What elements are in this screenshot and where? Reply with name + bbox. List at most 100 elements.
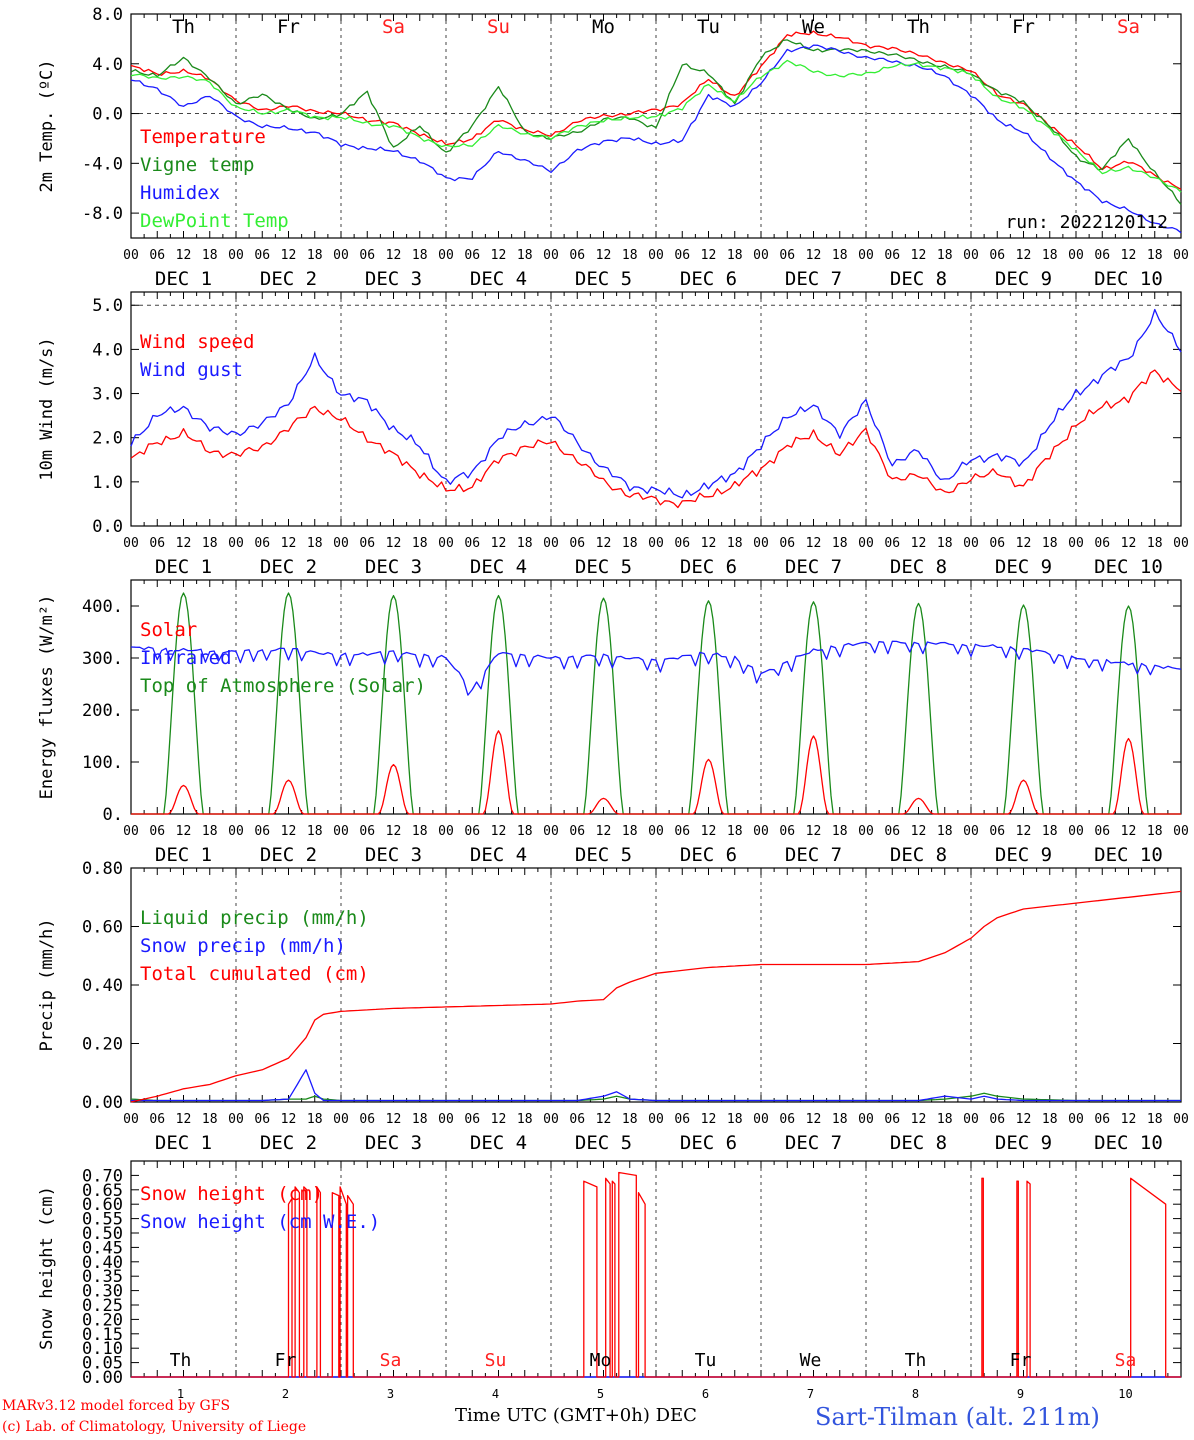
x-hour-tick-label: 12 — [281, 1112, 297, 1127]
x-hour-tick-label: 12 — [386, 248, 402, 263]
y-tick-label: 100. — [82, 753, 123, 773]
x-hour-tick-label: 18 — [832, 1112, 848, 1127]
x-hour-tick-label: 12 — [1016, 824, 1032, 839]
x-hour-tick-label: 06 — [254, 824, 270, 839]
day-name-label: Tu — [697, 16, 720, 38]
x-hour-tick-label: 12 — [491, 248, 507, 263]
x-hour-tick-label: 00 — [753, 824, 769, 839]
x-date-label: DEC 3 — [365, 556, 422, 578]
x-hour-tick-label: 00 — [543, 536, 559, 551]
x-hour-tick-label: 00 — [648, 536, 664, 551]
x-hour-tick-label: 00 — [648, 1112, 664, 1127]
x-hour-tick-label: 06 — [464, 536, 480, 551]
day-name-label: Sa — [1117, 16, 1140, 38]
y-tick-label: 0.35 — [82, 1267, 123, 1287]
x-hour-tick-label: 12 — [386, 1112, 402, 1127]
x-date-label: DEC 1 — [155, 556, 212, 578]
x-hour-tick-label: 18 — [832, 536, 848, 551]
x-hour-tick-label: 00 — [543, 1112, 559, 1127]
y-tick-label: 0.40 — [82, 976, 123, 996]
x-hour-tick-label: 18 — [622, 536, 638, 551]
series-line-red — [130, 30, 1182, 190]
x-hour-tick-label: 06 — [149, 248, 165, 263]
x-date-label: DEC 5 — [575, 268, 632, 290]
x-date-label: DEC 5 — [575, 1132, 632, 1154]
legend-entry-blue: Snow precip (mm/h) — [140, 935, 346, 957]
time-axis-label: Time UTC (GMT+0h) DEC — [455, 1405, 697, 1426]
x-date-label: DEC 4 — [470, 844, 527, 866]
x-hour-tick-label: 12 — [701, 824, 717, 839]
x-hour-tick-label: 18 — [202, 536, 218, 551]
x-hour-tick-label: 00 — [648, 248, 664, 263]
x-hour-tick-label: 12 — [1121, 248, 1137, 263]
x-hour-tick-label: 12 — [701, 536, 717, 551]
x-hour-tick-label: 00 — [753, 248, 769, 263]
y-tick-label: 1.0 — [92, 473, 123, 493]
day-number-label: 6 — [702, 1387, 709, 1401]
x-hour-tick-label: 06 — [254, 248, 270, 263]
x-hour-tick-label: 18 — [832, 824, 848, 839]
y-tick-label: 0.20 — [82, 1035, 123, 1055]
x-hour-tick-label: 18 — [517, 536, 533, 551]
x-hour-tick-label: 12 — [911, 248, 927, 263]
x-hour-tick-label: 06 — [884, 824, 900, 839]
x-hour-tick-label: 00 — [1173, 248, 1189, 263]
x-date-label: DEC 8 — [890, 268, 947, 290]
x-hour-tick-label: 06 — [569, 536, 585, 551]
x-hour-tick-label: 18 — [937, 1112, 953, 1127]
y-tick-label: 0.25 — [82, 1296, 123, 1316]
x-date-label: DEC 7 — [785, 268, 842, 290]
x-hour-tick-label: 18 — [1042, 248, 1058, 263]
x-hour-tick-label: 12 — [596, 824, 612, 839]
x-hour-tick-label: 00 — [123, 248, 139, 263]
series-line-blue — [130, 44, 1182, 234]
x-hour-tick-label: 12 — [176, 536, 192, 551]
series-line-lightgreen — [130, 59, 1182, 193]
day-name-label: Mo — [592, 16, 615, 38]
x-hour-tick-label: 00 — [858, 1112, 874, 1127]
x-hour-tick-label: 00 — [438, 824, 454, 839]
x-hour-tick-label: 00 — [333, 536, 349, 551]
legend-entry-blue: Wind gust — [140, 359, 243, 381]
x-hour-tick-label: 12 — [176, 1112, 192, 1127]
legend-entry-red: Solar — [140, 619, 197, 641]
x-hour-tick-label: 12 — [281, 536, 297, 551]
day-number-label: 2 — [282, 1387, 289, 1401]
x-hour-tick-label: 06 — [674, 536, 690, 551]
series-line-blue — [131, 1069, 1181, 1102]
x-hour-tick-label: 18 — [727, 536, 743, 551]
copyright-credit: (c) Lab. of Climatology, University of L… — [2, 1419, 307, 1435]
day-name-label: Sa — [380, 1350, 402, 1371]
day-name-label: Fr — [1010, 1350, 1032, 1371]
legend-entry-blue: Snow height (cm W.E.) — [140, 1211, 380, 1233]
x-hour-tick-label: 18 — [1147, 248, 1163, 263]
x-hour-tick-label: 00 — [228, 1112, 244, 1127]
x-hour-tick-label: 06 — [1094, 536, 1110, 551]
x-date-label: DEC 1 — [155, 268, 212, 290]
x-hour-tick-label: 12 — [386, 824, 402, 839]
y-tick-label: 0.45 — [82, 1238, 123, 1258]
x-hour-tick-label: 12 — [1121, 824, 1137, 839]
x-date-label: DEC 8 — [890, 556, 947, 578]
x-date-label: DEC 4 — [470, 556, 527, 578]
day-number-label: 5 — [597, 1387, 604, 1401]
x-date-label: DEC 6 — [680, 556, 737, 578]
x-hour-tick-label: 00 — [1068, 824, 1084, 839]
y-axis-label: 2m Temp. (ºC) — [37, 59, 57, 192]
x-hour-tick-label: 12 — [806, 1112, 822, 1127]
day-name-label: Mo — [590, 1350, 612, 1371]
x-hour-tick-label: 18 — [202, 824, 218, 839]
y-tick-label: -8.0 — [82, 204, 123, 224]
y-tick-label: 2.0 — [92, 429, 123, 449]
legend-entry-red: Snow height (cm) — [140, 1183, 323, 1205]
y-axis-label: Energy fluxes (W/m²) — [37, 595, 57, 800]
y-axis-label: Snow height (cm) — [37, 1186, 57, 1350]
x-hour-tick-label: 06 — [674, 824, 690, 839]
x-hour-tick-label: 00 — [438, 1112, 454, 1127]
x-hour-tick-label: 12 — [491, 536, 507, 551]
x-hour-tick-label: 18 — [727, 1112, 743, 1127]
x-hour-tick-label: 00 — [753, 536, 769, 551]
x-hour-tick-label: 06 — [779, 1112, 795, 1127]
x-date-label: DEC 5 — [575, 556, 632, 578]
day-name-label: Th — [907, 16, 930, 38]
